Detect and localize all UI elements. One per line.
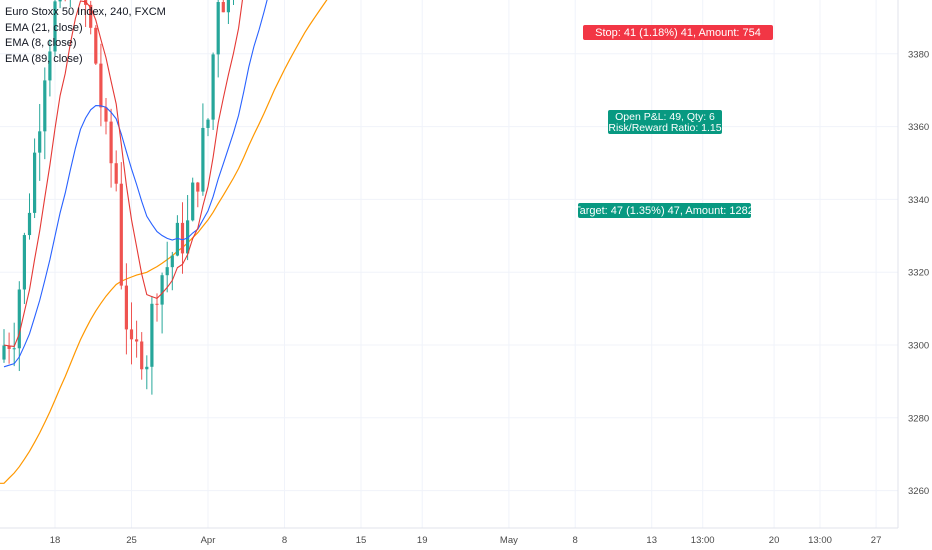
x-tick-label: 13:00 bbox=[691, 535, 715, 546]
x-tick-label: 25 bbox=[126, 535, 137, 546]
ema89-line bbox=[0, 0, 328, 484]
x-tick-label: 19 bbox=[417, 535, 428, 546]
candle[interactable] bbox=[48, 51, 52, 81]
candle[interactable] bbox=[155, 303, 159, 305]
time-axis[interactable] bbox=[0, 528, 932, 550]
target-label: Target: 47 (1.35%) 47, Amount: 1282 bbox=[574, 205, 754, 217]
y-tick-label: 3360 bbox=[908, 122, 929, 133]
candle[interactable] bbox=[12, 348, 16, 350]
candle[interactable] bbox=[99, 63, 103, 108]
candle[interactable] bbox=[22, 235, 26, 290]
candle[interactable] bbox=[175, 222, 179, 256]
candle[interactable] bbox=[124, 285, 128, 330]
candle[interactable] bbox=[43, 80, 47, 132]
candle[interactable] bbox=[104, 107, 108, 122]
ema8-line bbox=[3, 0, 243, 347]
stop-label-box bbox=[583, 25, 773, 40]
x-tick-label: Apr bbox=[201, 535, 216, 546]
x-tick-label: 27 bbox=[871, 535, 882, 546]
candle[interactable] bbox=[89, 4, 93, 28]
candle[interactable] bbox=[114, 163, 118, 184]
chart-legend: Euro Stoxx 50 Index, 240, FXCM EMA (21, … bbox=[5, 5, 166, 67]
candle[interactable] bbox=[109, 121, 113, 164]
candle[interactable] bbox=[216, 2, 220, 55]
price-axis[interactable] bbox=[898, 0, 932, 550]
candle[interactable] bbox=[180, 222, 185, 254]
y-tick-label: 3380 bbox=[908, 49, 929, 60]
x-tick-label: 13:00 bbox=[808, 535, 832, 546]
candle[interactable] bbox=[221, 2, 225, 13]
candle[interactable] bbox=[94, 27, 98, 64]
candle[interactable] bbox=[119, 183, 123, 286]
candle[interactable] bbox=[206, 119, 210, 128]
candle[interactable] bbox=[145, 366, 149, 370]
candle[interactable] bbox=[165, 267, 169, 276]
candle[interactable] bbox=[170, 255, 174, 268]
ema21-label[interactable]: EMA (21, close) bbox=[5, 21, 83, 34]
candle[interactable] bbox=[27, 212, 32, 236]
symbol-title[interactable]: Euro Stoxx 50 Index, 240, FXCM bbox=[5, 6, 166, 18]
candle[interactable] bbox=[38, 131, 42, 153]
candle[interactable] bbox=[226, 0, 230, 13]
y-tick-label: 3300 bbox=[908, 341, 929, 352]
candle[interactable] bbox=[150, 303, 154, 367]
candle[interactable] bbox=[33, 152, 37, 213]
candle[interactable] bbox=[58, 0, 62, 2]
candle[interactable] bbox=[135, 339, 139, 342]
x-tick-label: 8 bbox=[282, 535, 287, 546]
y-tick-label: 3320 bbox=[908, 268, 929, 279]
candle[interactable] bbox=[191, 182, 195, 221]
candle[interactable] bbox=[211, 54, 215, 120]
y-tick-label: 3260 bbox=[908, 486, 929, 497]
candle[interactable] bbox=[17, 289, 21, 349]
y-tick-label: 3340 bbox=[908, 195, 929, 206]
ema8-label[interactable]: EMA (8, close) bbox=[5, 37, 77, 49]
pnl-label: Open P&L: 49, Qty: 6 bbox=[615, 111, 715, 123]
x-tick-label: 13 bbox=[646, 535, 657, 546]
x-tick-label: 15 bbox=[356, 535, 367, 546]
ema89-label[interactable]: EMA (89, close) bbox=[5, 52, 83, 65]
x-tick-label: 20 bbox=[769, 535, 780, 546]
ema21-line bbox=[3, 0, 268, 368]
candle[interactable] bbox=[186, 220, 190, 254]
candle[interactable] bbox=[129, 329, 134, 340]
y-tick-label: 3280 bbox=[908, 413, 929, 424]
pnl-label-box bbox=[608, 110, 722, 134]
candle[interactable] bbox=[140, 341, 144, 370]
x-tick-label: 18 bbox=[50, 535, 61, 546]
x-tick-label: 8 bbox=[573, 535, 578, 546]
candle[interactable] bbox=[160, 275, 164, 305]
stop-label: Stop: 41 (1.18%) 41, Amount: 754 bbox=[595, 27, 761, 39]
target-label-box bbox=[578, 203, 751, 218]
candle[interactable] bbox=[53, 1, 57, 52]
x-tick-label: May bbox=[500, 535, 518, 546]
rr-label: Risk/Reward Ratio: 1.15 bbox=[608, 122, 721, 134]
candle[interactable] bbox=[7, 345, 11, 349]
candle[interactable] bbox=[201, 127, 205, 192]
candle[interactable] bbox=[196, 182, 200, 192]
candle[interactable] bbox=[2, 345, 6, 360]
